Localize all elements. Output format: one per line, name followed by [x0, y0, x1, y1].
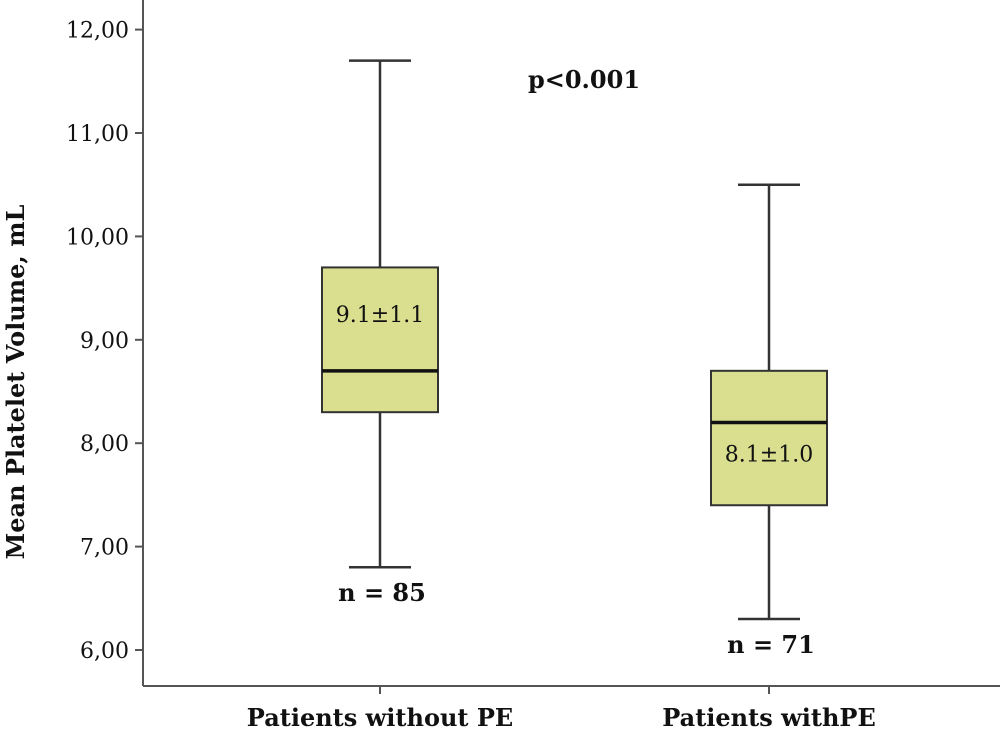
x-category-label: Patients without PE: [247, 703, 513, 732]
box-group: 8.1±1.0 n = 71: [710, 183, 828, 659]
y-tick-label: 11,00: [66, 122, 129, 147]
x-categories: Patients without PE Patients withPE: [247, 686, 876, 732]
iqr-box: [321, 266, 439, 414]
sample-size-label: n = 71: [727, 630, 815, 659]
y-tick-label: 9,00: [80, 329, 129, 354]
y-tick-label: 8,00: [80, 432, 129, 457]
p-value-annotation: p<0.001: [528, 65, 640, 94]
y-tick-label: 12,00: [66, 19, 129, 44]
annotations: p<0.001: [528, 65, 640, 94]
x-category-label: Patients withPE: [662, 703, 875, 732]
mean-sd-label: 8.1±1.0: [725, 443, 813, 468]
y-axis-label: Mean Platelet Volume, mL: [1, 205, 30, 560]
boxes: 9.1±1.1 n = 85 8.1±1.0 n = 71: [321, 59, 828, 659]
box-group: 9.1±1.1 n = 85: [321, 59, 439, 607]
iqr-box: [710, 369, 828, 507]
mean-sd-label: 9.1±1.1: [336, 303, 424, 328]
sample-size-label: n = 85: [338, 578, 426, 607]
y-tick-label: 10,00: [66, 225, 129, 250]
y-tick-label: 7,00: [80, 536, 129, 561]
y-ticks: 6,00 7,00 8,00 9,00 10,00 11,00 12,00: [66, 19, 143, 664]
axes: [142, 0, 1000, 687]
y-tick-label: 6,00: [80, 639, 129, 664]
